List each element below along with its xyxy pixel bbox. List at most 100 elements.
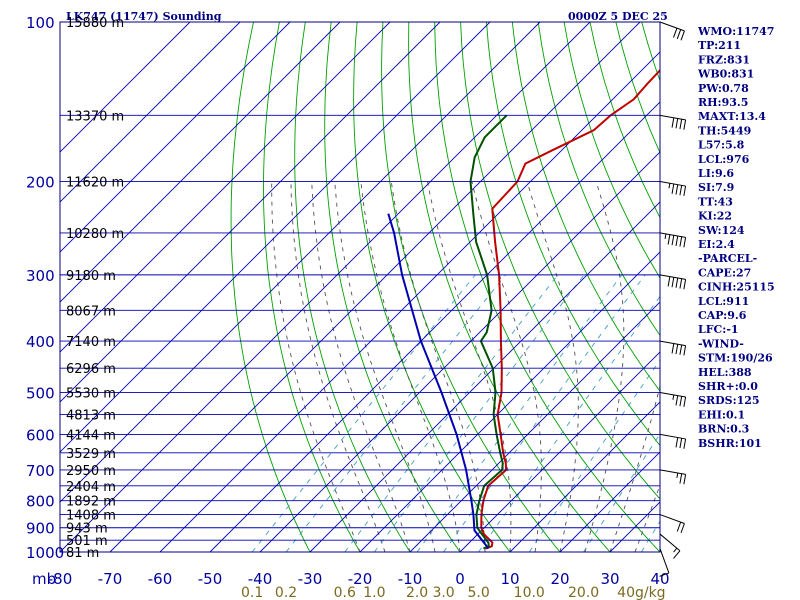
isotherm [60, 22, 541, 503]
wind-barb-flag [679, 438, 683, 449]
index-value: WMO:11747 [697, 25, 774, 38]
temperature-tick-label: -10 [398, 570, 423, 588]
index-value: FRZ:831 [698, 53, 750, 66]
wind-barb-staff [659, 181, 686, 187]
wind-barb [659, 433, 687, 449]
isotherm [60, 22, 391, 353]
index-value: TP:211 [698, 39, 741, 52]
wind-barb-staff [659, 548, 670, 574]
wind-barb-flag [673, 550, 681, 559]
isotherm [60, 22, 491, 453]
index-value: LCL:911 [698, 295, 749, 308]
pressure-tick-label: 200 [26, 174, 55, 192]
pressure-tick-label: 600 [26, 426, 55, 444]
index-value: SW:124 [698, 224, 745, 237]
temperature-tick-label: -20 [348, 570, 373, 588]
height-label: 501 m [66, 534, 108, 549]
sounding-datetime: 0000Z 5 DEC 25 [568, 10, 668, 23]
isotherm [359, 251, 660, 552]
isotherm [159, 51, 660, 552]
wind-barb-flag [675, 277, 679, 288]
wind-barb [659, 232, 687, 248]
wind-barbs [659, 21, 687, 577]
temperature-tick-label: -80 [48, 570, 73, 588]
mixing-ratio-label: 0.2 [275, 585, 297, 600]
mixing-ratio-label: 0.1 [241, 585, 263, 600]
temperature-tick-label: -30 [298, 570, 323, 588]
index-value: LI:9.6 [698, 167, 734, 180]
index-value: LFC:-1 [698, 323, 739, 336]
height-label: 9180 m [66, 269, 116, 284]
pressure-axis: 100 200 300 400 500 600 700 800 900 1000 mb [26, 14, 64, 588]
index-value: SRDS:125 [698, 394, 760, 407]
moist-adiabat [360, 181, 461, 552]
wind-barb-flag [679, 344, 683, 355]
wind-barb-flag [683, 396, 687, 407]
wind-barb-flag [680, 30, 685, 41]
wind-barb-flag [679, 473, 683, 484]
isotherm [60, 22, 341, 303]
parcel-profile [387, 213, 490, 550]
wind-barb [659, 340, 687, 356]
wind-barb-staff [659, 469, 686, 475]
index-value: BRN:0.3 [698, 423, 749, 436]
index-value: TT:43 [698, 195, 733, 208]
temperature-tick-label: -70 [98, 570, 123, 588]
isotherm [60, 22, 441, 403]
wind-barb-flag [679, 396, 683, 407]
wind-barb-staff [659, 21, 685, 32]
wind-barb-half-flag [676, 472, 679, 479]
height-label: 7140 m [66, 335, 116, 350]
height-label: 81 m [66, 546, 99, 561]
dry-adiabat [263, 22, 361, 552]
mixing-ratio-label: 3.0 [432, 585, 454, 600]
wind-barb-flag [671, 183, 675, 194]
index-value: STM:190/26 [698, 352, 773, 365]
mixing-ratio-axis: 0.1 0.2 0.6 1.0 2.0 3.0 5.0 10.0 20.0 40g/kg [241, 585, 666, 600]
wind-barb-flag [671, 277, 675, 288]
index-value: EHI:0.1 [698, 408, 745, 421]
mixing-ratio-line [528, 359, 660, 552]
wind-barb-flag [667, 276, 671, 287]
wind-barb-flag [671, 343, 675, 354]
wind-barb-flag [683, 119, 687, 130]
wind-barb-flag [683, 438, 687, 449]
pressure-tick-label: 100 [26, 14, 55, 32]
chart-title: LK747 (11747) Sounding [66, 10, 222, 23]
wind-barb-flag [671, 235, 675, 246]
index-value: RH:93.5 [698, 96, 748, 109]
plot-frame [59, 21, 661, 553]
height-label: 4144 m [66, 428, 116, 443]
temperature-tick-label: 30 [600, 570, 619, 588]
wind-barb [659, 548, 670, 577]
index-value: L57:5.8 [698, 139, 745, 152]
height-labels: 15880 m 13370 m 11620 m 10280 m 9180 m 8067 m… [66, 16, 124, 561]
mixing-ratio-label: 5.0 [467, 585, 489, 600]
dry-adiabat [771, 22, 800, 552]
index-value: KI:22 [698, 210, 732, 223]
pressure-tick-label: 800 [26, 493, 55, 511]
index-value: MAXT:13.4 [698, 110, 766, 123]
isotherm [109, 22, 641, 552]
wind-barb-flag [683, 474, 687, 485]
wind-barb-flag [675, 235, 679, 246]
wind-barb-flag [680, 523, 685, 534]
index-value: BSHR:101 [698, 437, 762, 450]
wind-barb-flag [675, 344, 679, 355]
isotherm [309, 201, 660, 552]
wind-barb-staff [659, 533, 681, 552]
isotherm [509, 401, 660, 552]
mixing-ratio-label: 1.0 [363, 585, 385, 600]
temperature-tick-label: 0 [455, 570, 465, 588]
isotherm [459, 351, 660, 552]
wind-barb-flag [675, 395, 679, 406]
wind-barb [659, 469, 687, 485]
height-label: 10280 m [66, 227, 124, 242]
height-label: 3529 m [66, 447, 116, 462]
mixing-ratio-line [641, 520, 660, 552]
wind-barb-half-flag [673, 547, 678, 553]
dry-adiabat [294, 22, 411, 552]
dry-adiabat [381, 22, 561, 552]
isotherm [559, 451, 660, 552]
